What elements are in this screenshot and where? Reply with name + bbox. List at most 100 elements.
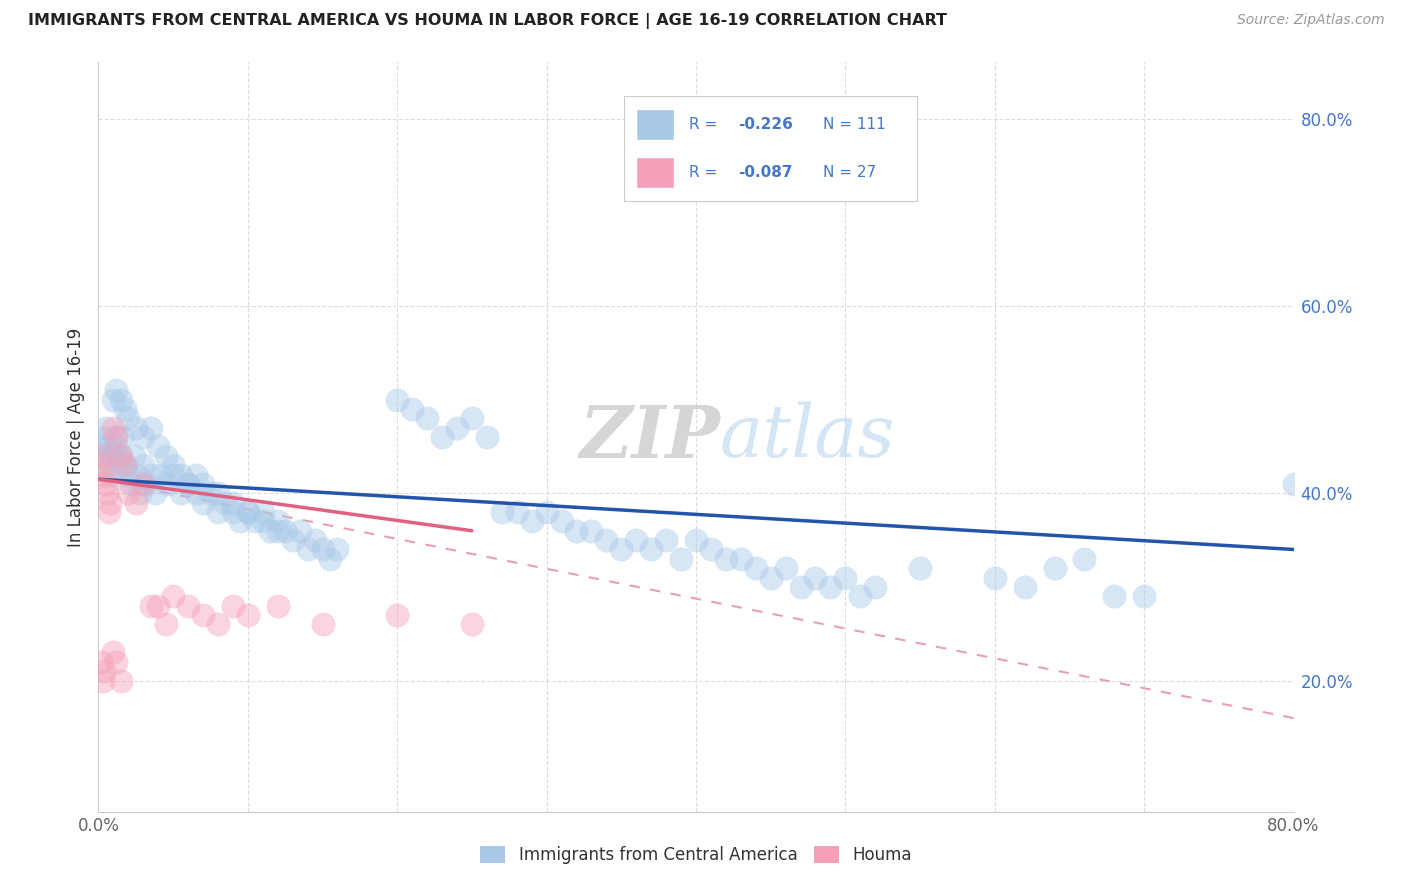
Point: [135, 476, 157, 491]
Point: [789, 580, 811, 594]
Point: [169, 467, 191, 482]
Point: [191, 608, 214, 623]
Point: [259, 524, 281, 538]
Point: [155, 449, 177, 463]
Point: [148, 440, 170, 453]
Point: [97, 440, 120, 453]
Point: [222, 505, 245, 519]
Point: [304, 533, 326, 548]
Point: [401, 401, 423, 416]
Point: [104, 430, 127, 444]
Point: [385, 392, 409, 407]
Point: [90, 655, 112, 669]
Point: [103, 392, 125, 407]
Point: [91, 673, 114, 688]
Point: [98, 449, 122, 463]
Point: [184, 486, 207, 500]
Point: [132, 430, 155, 444]
Point: [93, 664, 115, 678]
Point: [1073, 551, 1095, 566]
Point: [110, 449, 132, 463]
Point: [184, 467, 207, 482]
Point: [804, 571, 827, 585]
Point: [129, 486, 152, 500]
Point: [475, 430, 498, 444]
Point: [114, 458, 136, 473]
Text: atlas: atlas: [720, 401, 896, 473]
Point: [1014, 580, 1036, 594]
Point: [1133, 590, 1156, 604]
Point: [745, 561, 768, 575]
Point: [461, 411, 484, 425]
Point: [222, 496, 245, 510]
Point: [200, 486, 222, 500]
Point: [461, 617, 484, 632]
Point: [297, 542, 319, 557]
Point: [156, 476, 179, 491]
Point: [655, 533, 678, 548]
Point: [550, 514, 572, 528]
Point: [214, 496, 236, 510]
Point: [125, 421, 148, 435]
Point: [267, 599, 290, 613]
Point: [1282, 476, 1305, 491]
Point: [252, 505, 274, 519]
Point: [536, 505, 558, 519]
Point: [849, 590, 872, 604]
Point: [162, 458, 184, 473]
Point: [581, 524, 603, 538]
Point: [90, 449, 112, 463]
Point: [120, 476, 142, 491]
Point: [162, 467, 184, 482]
Point: [111, 430, 134, 444]
Point: [229, 514, 252, 528]
Point: [177, 476, 200, 491]
Point: [105, 384, 128, 398]
Point: [114, 401, 136, 416]
Point: [191, 496, 214, 510]
Point: [1104, 590, 1126, 604]
Point: [143, 486, 166, 500]
Point: [820, 580, 842, 594]
Point: [139, 467, 162, 482]
Point: [103, 449, 125, 463]
Point: [105, 655, 128, 669]
Point: [177, 599, 200, 613]
Point: [491, 505, 513, 519]
Point: [267, 514, 290, 528]
Point: [714, 551, 737, 566]
Point: [105, 430, 128, 444]
Point: [110, 392, 132, 407]
Point: [105, 440, 128, 453]
Point: [101, 467, 124, 482]
Point: [93, 430, 115, 444]
Point: [908, 561, 931, 575]
Text: Source: ZipAtlas.com: Source: ZipAtlas.com: [1237, 13, 1385, 28]
Point: [103, 646, 125, 660]
Point: [834, 571, 856, 585]
Point: [385, 608, 409, 623]
Point: [108, 458, 131, 473]
Point: [139, 599, 162, 613]
Point: [446, 421, 468, 435]
Point: [245, 514, 267, 528]
Point: [274, 524, 297, 538]
Point: [222, 599, 245, 613]
Point: [94, 421, 117, 435]
Text: IMMIGRANTS FROM CENTRAL AMERICA VS HOUMA IN LABOR FORCE | AGE 16-19 CORRELATION : IMMIGRANTS FROM CENTRAL AMERICA VS HOUMA…: [28, 13, 948, 29]
Point: [93, 467, 115, 482]
Point: [669, 551, 692, 566]
Point: [520, 514, 543, 528]
Point: [207, 617, 229, 632]
Point: [416, 411, 439, 425]
Point: [236, 505, 259, 519]
Point: [155, 617, 177, 632]
Point: [117, 486, 139, 500]
Legend: Immigrants from Central America, Houma: Immigrants from Central America, Houma: [474, 839, 918, 871]
Point: [117, 467, 139, 482]
Point: [326, 542, 349, 557]
Point: [96, 486, 118, 500]
Point: [288, 524, 311, 538]
Point: [595, 533, 617, 548]
Point: [191, 476, 214, 491]
